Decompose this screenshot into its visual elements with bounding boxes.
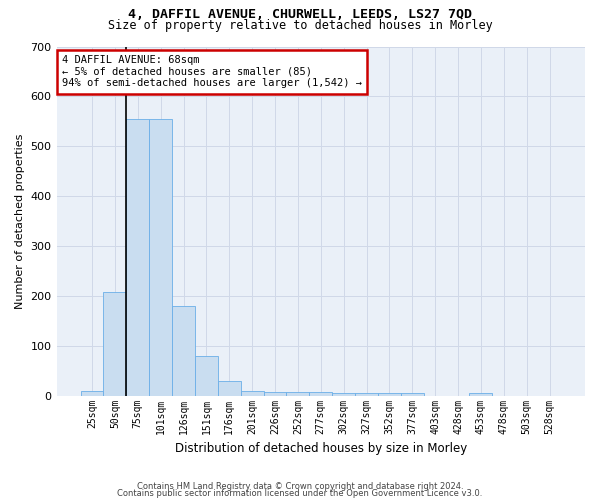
X-axis label: Distribution of detached houses by size in Morley: Distribution of detached houses by size … [175,442,467,455]
Bar [218,380,241,396]
Bar [103,292,127,396]
Bar [172,306,195,396]
Bar [332,393,355,396]
Text: Contains HM Land Registry data © Crown copyright and database right 2024.: Contains HM Land Registry data © Crown c… [137,482,463,491]
Bar [378,393,401,396]
Bar [80,390,103,396]
Bar [286,392,310,396]
Bar [195,356,218,396]
Text: 4 DAFFIL AVENUE: 68sqm
← 5% of detached houses are smaller (85)
94% of semi-deta: 4 DAFFIL AVENUE: 68sqm ← 5% of detached … [62,55,362,88]
Bar [149,119,172,396]
Bar [241,390,263,396]
Bar [127,119,149,396]
Text: Contains public sector information licensed under the Open Government Licence v3: Contains public sector information licen… [118,489,482,498]
Bar [469,393,493,396]
Text: Size of property relative to detached houses in Morley: Size of property relative to detached ho… [107,19,493,32]
Y-axis label: Number of detached properties: Number of detached properties [15,134,25,309]
Bar [401,393,424,396]
Bar [355,393,378,396]
Bar [310,392,332,396]
Text: 4, DAFFIL AVENUE, CHURWELL, LEEDS, LS27 7QD: 4, DAFFIL AVENUE, CHURWELL, LEEDS, LS27 … [128,8,472,20]
Bar [263,392,286,396]
